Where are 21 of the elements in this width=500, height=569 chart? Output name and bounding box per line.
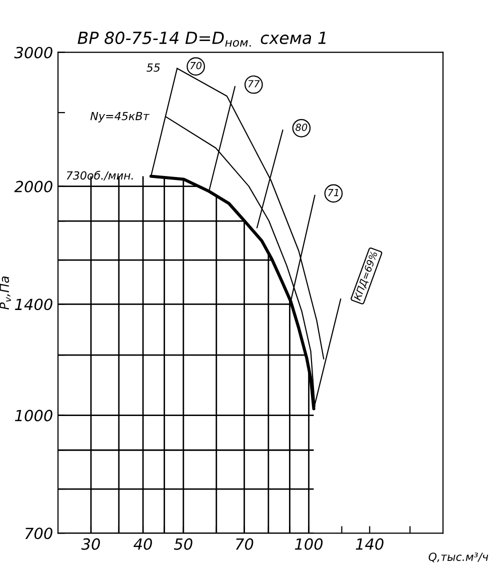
series-label: 77 bbox=[248, 80, 260, 88]
chart-title: ВР 80-75-14 D=D$_{ном.}$ схема 1 bbox=[78, 32, 326, 47]
series-label: Ny=45кВт bbox=[90, 112, 150, 122]
y-tick-label: 2000 bbox=[14, 180, 52, 192]
x-tick-label: 50 bbox=[174, 538, 192, 550]
y-tick-label: 700 bbox=[25, 528, 52, 540]
series-label: 71 bbox=[328, 189, 338, 196]
y-tick-label: 3000 bbox=[14, 46, 52, 58]
series-label: 55 bbox=[146, 64, 160, 72]
y-tick-label: 1000 bbox=[15, 410, 52, 422]
x-tick-label: 100 bbox=[294, 538, 323, 550]
y-axis-title: P$_{v}$,Па bbox=[0, 276, 11, 310]
x-tick-label: 70 bbox=[236, 538, 254, 550]
x-tick-label: 30 bbox=[81, 538, 100, 550]
y-tick-label: 1400 bbox=[15, 298, 52, 310]
x-tick-label: 140 bbox=[356, 538, 384, 550]
x-axis-title: Q,тыс.м³/ч bbox=[428, 552, 488, 562]
x-tick-label: 40 bbox=[134, 538, 152, 550]
series-label: 730об./мин. bbox=[66, 170, 133, 180]
series-label: 80 bbox=[296, 124, 308, 131]
series-label: 70 bbox=[190, 62, 202, 70]
